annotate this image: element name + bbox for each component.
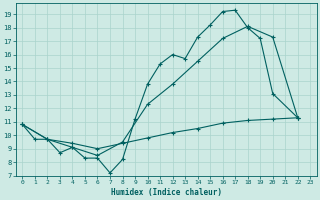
- X-axis label: Humidex (Indice chaleur): Humidex (Indice chaleur): [111, 188, 222, 197]
